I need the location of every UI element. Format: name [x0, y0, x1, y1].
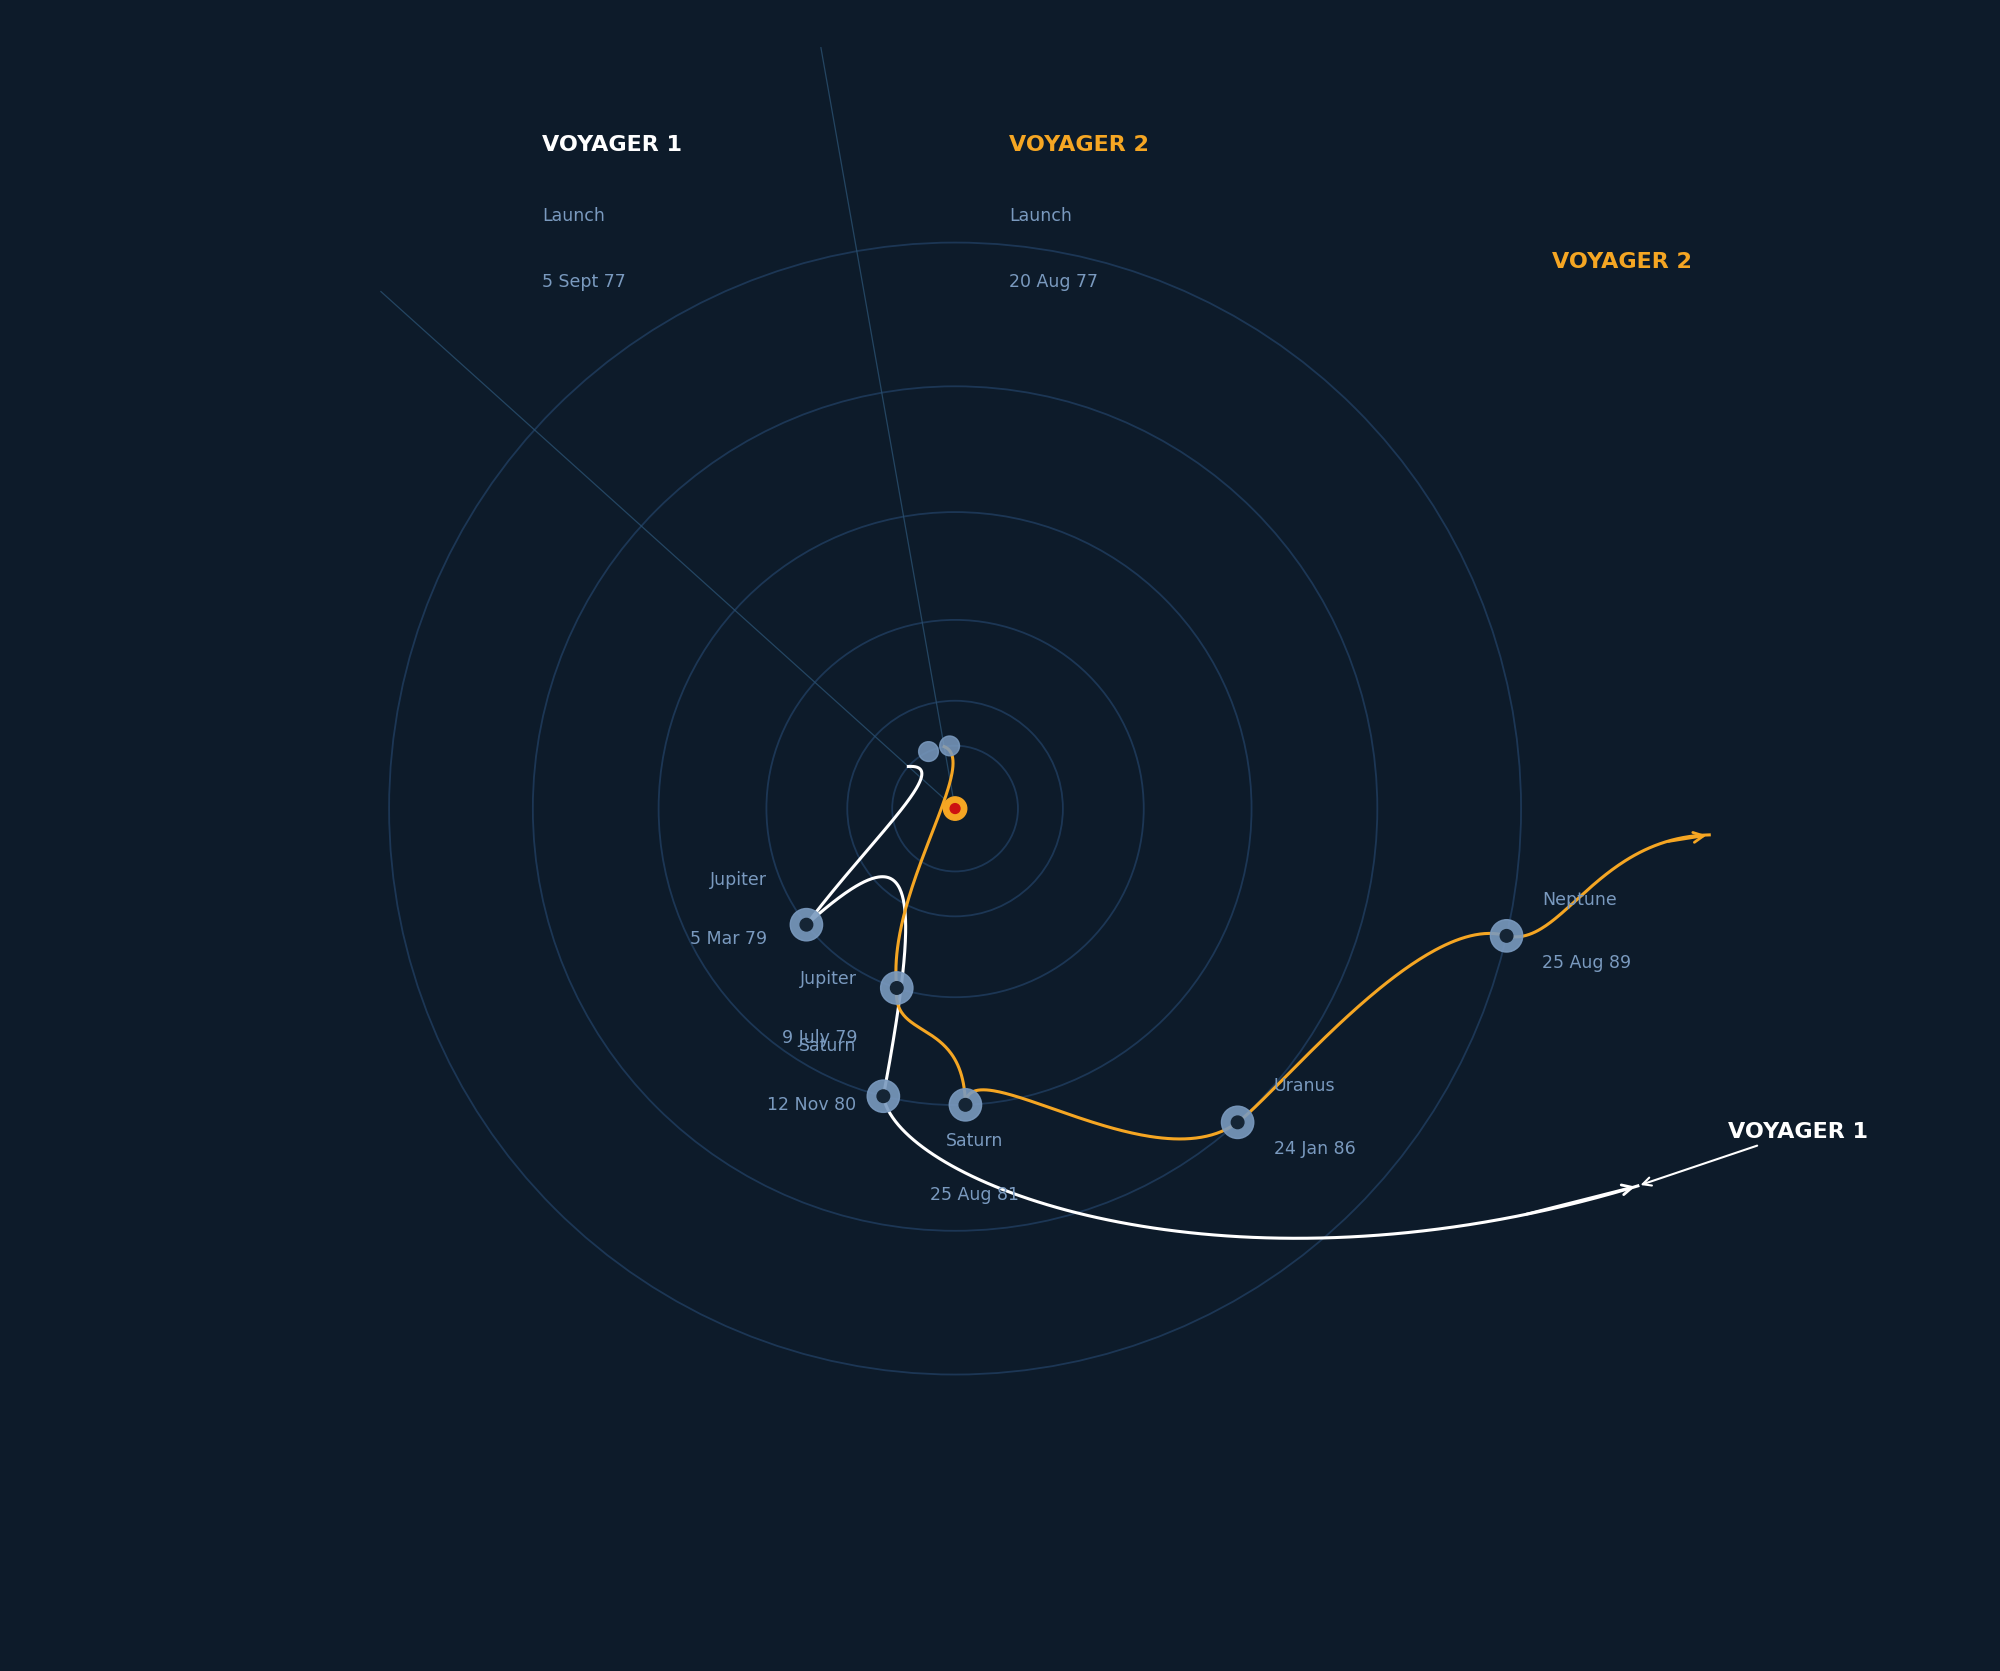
Circle shape: [890, 981, 904, 994]
Text: 5 Sept 77: 5 Sept 77: [542, 272, 626, 291]
Text: VOYAGER 1: VOYAGER 1: [542, 135, 682, 155]
Text: 25 Aug 81: 25 Aug 81: [930, 1186, 1018, 1203]
Circle shape: [1222, 1106, 1254, 1138]
Circle shape: [800, 919, 812, 931]
Circle shape: [950, 1089, 982, 1121]
Text: Neptune: Neptune: [1542, 891, 1618, 909]
Circle shape: [918, 742, 938, 762]
Circle shape: [940, 735, 960, 755]
Circle shape: [1490, 919, 1522, 952]
Text: Saturn: Saturn: [800, 1038, 856, 1054]
Circle shape: [878, 1089, 890, 1103]
Text: 12 Nov 80: 12 Nov 80: [768, 1096, 856, 1115]
Text: Uranus: Uranus: [1274, 1078, 1336, 1096]
Text: Saturn: Saturn: [946, 1131, 1004, 1150]
Text: Jupiter: Jupiter: [710, 871, 766, 889]
Text: 24 Jan 86: 24 Jan 86: [1274, 1140, 1356, 1158]
Circle shape: [868, 1079, 900, 1113]
Circle shape: [950, 804, 960, 814]
Text: Launch: Launch: [542, 207, 604, 224]
Circle shape: [880, 973, 912, 1004]
Text: 5 Mar 79: 5 Mar 79: [690, 931, 766, 947]
Text: VOYAGER 2: VOYAGER 2: [1008, 135, 1148, 155]
Circle shape: [1232, 1116, 1244, 1128]
Circle shape: [790, 909, 822, 941]
Text: 20 Aug 77: 20 Aug 77: [1008, 272, 1098, 291]
Text: 25 Aug 89: 25 Aug 89: [1542, 954, 1632, 973]
Text: 9 July 79: 9 July 79: [782, 1029, 858, 1048]
Circle shape: [944, 797, 966, 820]
Circle shape: [960, 1098, 972, 1111]
Circle shape: [1500, 929, 1512, 942]
Text: Jupiter: Jupiter: [800, 969, 858, 988]
Text: Launch: Launch: [1008, 207, 1072, 224]
Text: VOYAGER 2: VOYAGER 2: [1552, 252, 1692, 272]
Text: VOYAGER 1: VOYAGER 1: [1642, 1121, 1868, 1185]
